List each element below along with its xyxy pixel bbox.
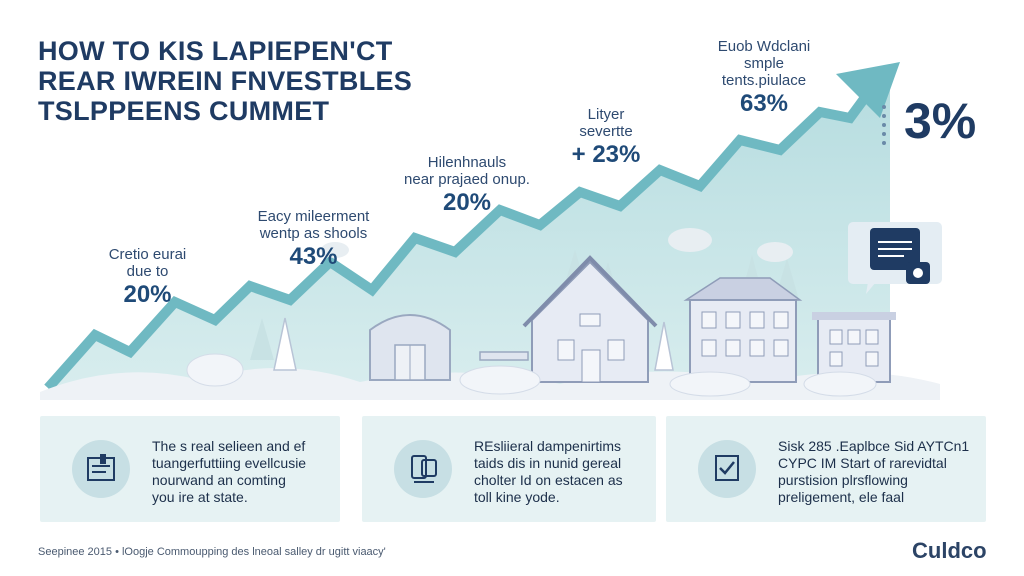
callout-2-line-2: wentp as shools	[259, 225, 368, 242]
callout-4-line-2: severtte	[579, 123, 633, 140]
callout-1-value: 20%	[123, 281, 172, 308]
house-icon	[522, 255, 658, 383]
snowy-tree-group	[273, 317, 674, 371]
info-card-2-line-4: toll kine yode.	[474, 489, 560, 505]
callout-5-line-2: smple	[743, 55, 784, 72]
title-line-1: HOW TO KIS LAPIEPEN'CT	[38, 36, 393, 66]
apartment-building-icon	[683, 277, 803, 383]
callout-4-line-1: Lityer	[587, 106, 625, 123]
arrow-head-icon	[836, 62, 900, 118]
callout-3-line-1: Hilenhnauls	[427, 154, 507, 171]
office-building-icon	[812, 312, 896, 383]
callout-5: Euob Wdclani smple tents.piulace 63%	[708, 38, 820, 119]
decorative-dots	[880, 100, 890, 150]
barn-icon	[369, 314, 451, 381]
callout-2: Eacy mileerment wentp as shools 43%	[246, 208, 381, 272]
callout-2-line-1: Eacy mileerment	[257, 208, 370, 225]
title-line-3: TSLPPEENS CUMMET	[38, 96, 330, 126]
growth-line	[44, 85, 877, 392]
page-title: HOW TO KIS LAPIEPEN'CT REAR IWREIN FNVES…	[38, 36, 458, 126]
brand-logo: Culdco	[912, 538, 987, 563]
callout-2-value: 43%	[289, 243, 338, 270]
footer-text: Seepinee 2015 • lOogje Commoupping des l…	[38, 546, 386, 558]
info-card-1-line-2: tuangerfuttiing evellcusie	[152, 455, 307, 471]
callout-5-value: 63%	[739, 90, 789, 117]
callout-1: Cretio eurai due to 20%	[100, 246, 195, 310]
info-card-2-text: REsliieral dampenirtims taids dis in nun…	[474, 438, 623, 506]
info-card-2-line-2: taids dis in nunid gereal	[474, 455, 622, 471]
callout-5-line-1: Euob Wdclani	[717, 38, 811, 55]
chat-bubble-icon	[848, 222, 942, 294]
document-chart-icon	[72, 440, 130, 498]
callout-4: Lityer severtte + 23%	[556, 106, 656, 170]
cloud-group	[321, 228, 793, 262]
info-card-3-text: Sisk 285 .Eaplbce Sid AYTCn1 CYPC IM Sta…	[778, 438, 969, 506]
devices-icon	[394, 440, 452, 498]
info-card-1-line-3: nourwand an comting	[152, 472, 286, 488]
info-card-1: The s real selieen and ef tuangerfuttiin…	[40, 416, 340, 522]
callout-1-line-2: due to	[126, 263, 169, 280]
info-card-2: REsliieral dampenirtims taids dis in nun…	[362, 416, 656, 522]
info-card-2-line-3: cholter Id on estacen as	[474, 472, 623, 488]
info-card-3-line-3: purstision plrsflowing	[778, 472, 908, 488]
checklist-icon	[698, 440, 756, 498]
callout-3-value: 20%	[442, 189, 492, 216]
info-card-3-line-4: preligement, ele faal	[778, 489, 905, 505]
bench-icon	[479, 351, 529, 361]
big-stat: 3%	[904, 93, 977, 149]
info-card-3-line-2: CYPC IM Start of rarevidtal	[778, 455, 947, 471]
info-card-3: Sisk 285 .Eaplbce Sid AYTCn1 CYPC IM Sta…	[666, 416, 986, 522]
bush-group	[186, 353, 877, 397]
callout-3: Hilenhnauls near prajaed onup. 20%	[398, 154, 536, 218]
title-line-2: REAR IWREIN FNVESTBLES	[38, 66, 413, 96]
growth-chart-illustration	[40, 62, 942, 400]
callout-5-line-3: tents.piulace	[721, 72, 807, 89]
info-card-1-line-1: The s real selieen and ef	[152, 438, 306, 454]
callout-4-value: + 23%	[571, 141, 641, 168]
info-card-1-text: The s real selieen and ef tuangerfuttiin…	[152, 438, 306, 506]
info-card-2-line-1: REsliieral dampenirtims	[474, 438, 622, 454]
info-card-1-line-4: you ire at state.	[152, 489, 248, 505]
info-card-3-line-1: Sisk 285 .Eaplbce Sid AYTCn1	[778, 438, 970, 454]
callout-3-line-2: near prajaed onup.	[404, 171, 530, 188]
callout-1-line-1: Cretio eurai	[108, 246, 187, 263]
